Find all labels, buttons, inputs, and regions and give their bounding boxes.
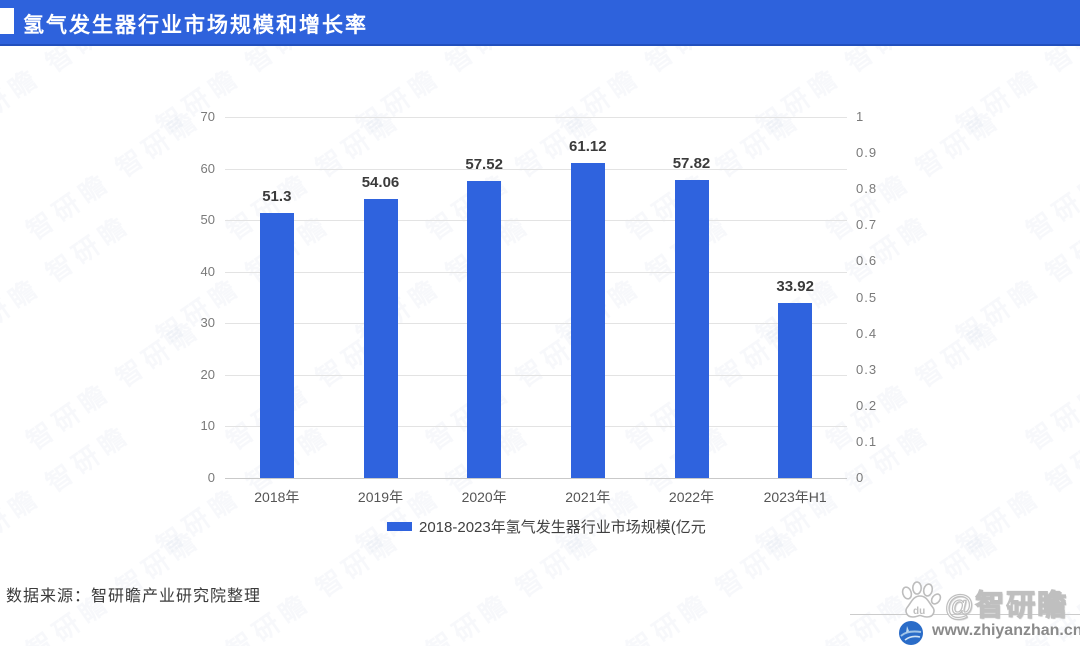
bar-value-label: 51.3 [262,188,292,206]
left-axis-tick-label: 20 [200,366,215,382]
brand-watermark: du @智研瞻 www.zhiyanzhan.cn [850,578,1080,646]
legend: 2018-2023年氢气发生器行业市场规模(亿元 [387,516,706,537]
legend-label: 2018-2023年氢气发生器行业市场规模(亿元 [419,519,706,536]
left-axis-tick-label: 70 [200,109,215,124]
title-bar: 氢气发生器行业市场规模和增长率 [0,0,1080,46]
baidu-paw-icon: du [901,581,942,618]
right-axis-tick-label: 0.8 [856,181,878,197]
gridline [225,220,847,222]
left-axis-tick-label: 60 [200,160,215,176]
bar-value-label: 61.12 [569,137,607,155]
left-axis-tick-label: 40 [200,263,215,279]
gridline [225,374,847,376]
legend-swatch [387,522,412,531]
bar [674,179,709,478]
chart-title: 氢气发生器行业市场规模和增长率 [23,14,368,37]
left-axis-tick-label: 50 [200,212,215,228]
x-axis-label: 2021年 [565,489,611,505]
bar-value-label: 33.92 [776,278,814,296]
gridline [225,271,847,273]
x-axis-label: 2018年 [254,489,300,505]
right-axis-tick-label: 0.5 [856,289,878,305]
data-source-note: 数据来源：智研瞻产业研究院整理 [6,588,262,605]
bar [363,199,398,478]
brand-name-text: @智研瞻 [944,589,1069,622]
bar-value-label: 54.06 [361,174,400,192]
right-axis-tick-label: 0.9 [856,145,878,161]
right-axis-tick-label: 0.3 [856,361,878,377]
brand-url-text: www.zhiyanzhan.cn [932,622,1080,639]
x-axis-label: 2020年 [461,489,507,505]
bar-value-label: 57.52 [465,156,503,174]
right-axis-tick-label: 0.2 [856,397,878,413]
bar [467,181,502,478]
bar-value-label: 57.82 [672,154,711,172]
gridline [225,117,847,118]
gridline [225,168,847,170]
title-bar-left-marker [0,8,14,34]
left-axis-tick-label: 0 [207,470,215,485]
x-axis-line [225,478,847,479]
globe-icon [899,621,923,645]
right-axis-tick-label: 0.6 [856,253,878,269]
bar [259,213,294,478]
x-axis-label: 2023年H1 [763,489,827,505]
left-axis-tick-label: 10 [200,418,215,434]
gridline [225,426,847,428]
right-axis-tick-label: 0.4 [856,325,878,341]
right-axis-tick-label: 0.1 [856,433,878,449]
left-axis-tick-label: 30 [200,315,215,331]
right-axis-tick-label: 1 [856,109,865,124]
x-axis-label: 2022年 [668,489,715,505]
x-axis-label: 2019年 [357,489,404,505]
divider-line [850,614,1080,615]
bar [570,162,605,478]
bar [778,303,813,478]
gridline [225,323,847,325]
paw-du-text: du [913,606,925,617]
right-axis-tick-label: 0 [856,470,865,485]
right-axis-tick-label: 0.7 [856,217,878,233]
